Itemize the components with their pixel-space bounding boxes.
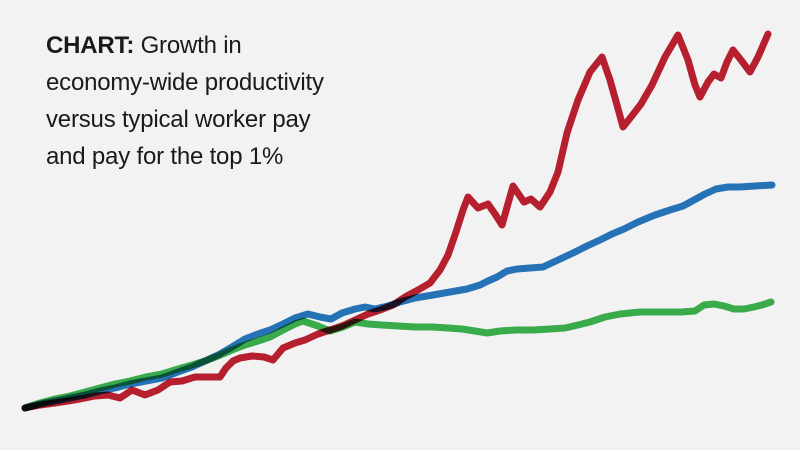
chart-title-line-2: economy-wide productivity [46,69,324,96]
line-typical-worker-pay [21,298,775,412]
line-top-1-percent-pay [21,30,772,412]
chart-title: CHART: Growth in economy-wide productivi… [46,27,324,175]
chart-title-line-4: and pay for the top 1% [46,143,284,170]
chart-title-prefix: CHART: [46,32,135,59]
chart-title-line-1: CHART: Growth in [46,27,324,64]
line-productivity [21,181,776,412]
chart-title-line-3: versus typical worker pay [46,106,311,133]
chart-title-line-1-rest: Growth in [134,32,242,59]
